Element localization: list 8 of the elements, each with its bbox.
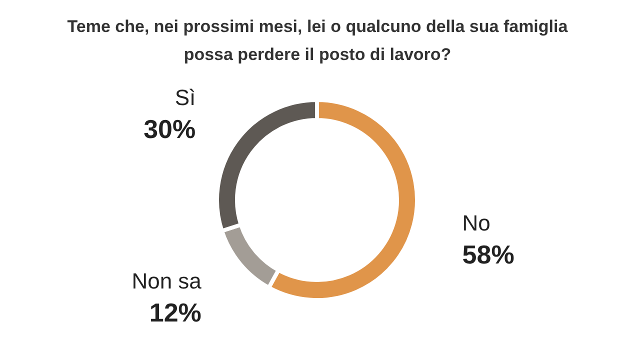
slice-label: Non sa	[132, 268, 202, 294]
text: Teme che, nei prossimi mesi, lei o qualcuno della sua famiglia	[67, 17, 568, 36]
data-label: 58%	[462, 239, 514, 270]
text: possa perdere il posto di lavoro?	[184, 45, 452, 64]
slice-label: Sì	[174, 84, 196, 110]
slice-label: No	[462, 210, 490, 236]
data-label: 30%	[144, 114, 196, 144]
data-label: 12%	[149, 298, 202, 328]
